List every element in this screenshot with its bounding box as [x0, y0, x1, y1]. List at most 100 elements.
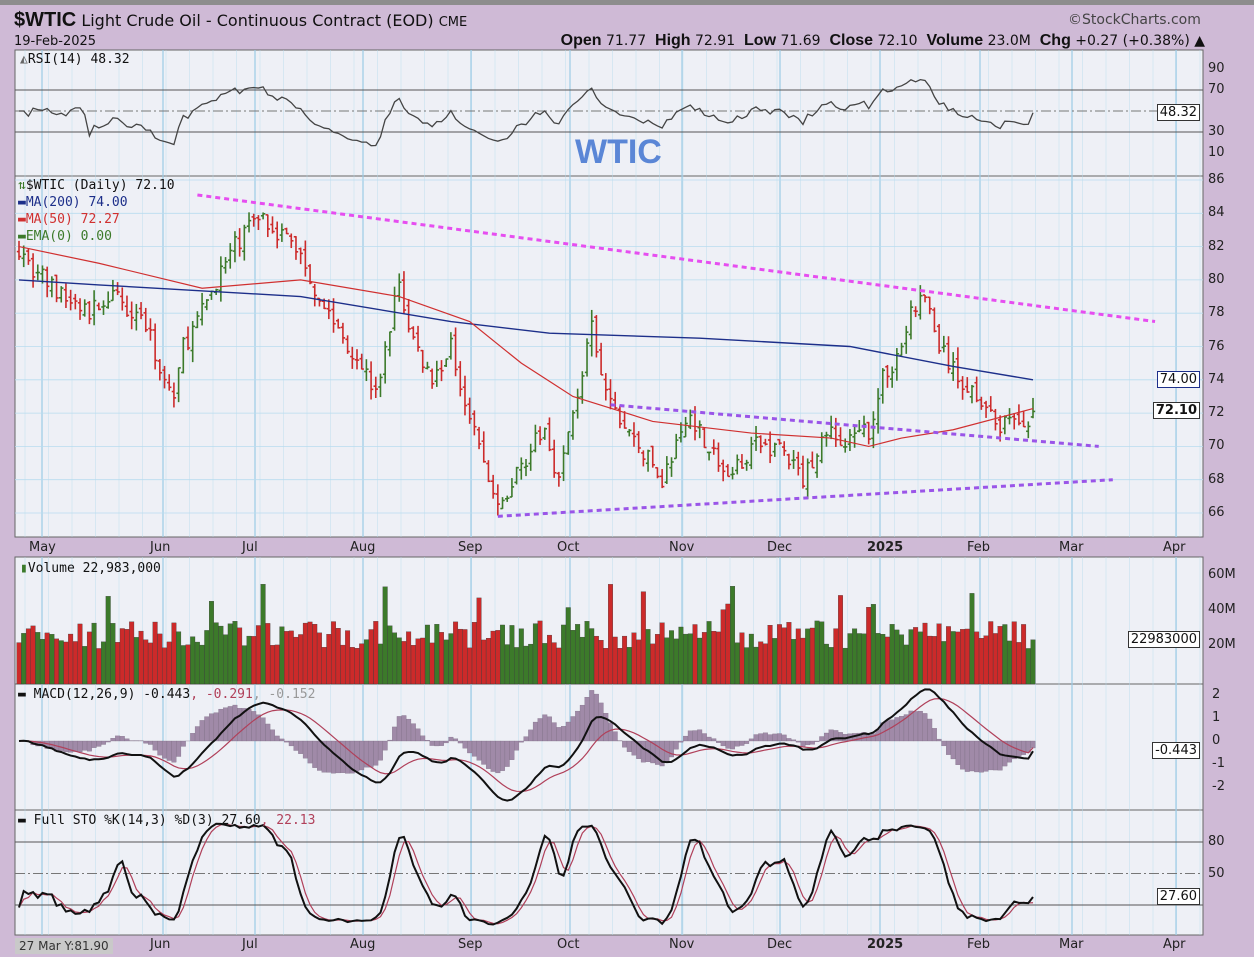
price-bar [152, 323, 158, 370]
macd-histogram-bar [734, 740, 740, 747]
price-bar [674, 433, 679, 460]
volume-bar [96, 648, 102, 685]
volume-bar [880, 634, 886, 685]
price-bar [786, 453, 792, 470]
instrument-name: Light Crude Oil - Continuous Contract (E… [81, 11, 434, 30]
volume-bar [612, 636, 618, 685]
macd-histogram-bar [532, 721, 538, 742]
volume-bar [481, 639, 487, 685]
price-bar [96, 302, 102, 311]
volume-bar [819, 621, 825, 685]
volume-bar [856, 633, 862, 685]
macd-histogram-bar [673, 740, 679, 750]
volume-bar [251, 636, 257, 685]
volume-bar [457, 628, 463, 685]
volume-bar [847, 633, 853, 685]
price-bar [885, 364, 890, 388]
volume-bar [664, 637, 670, 685]
volume-bar [223, 634, 229, 685]
price-bar [490, 474, 496, 499]
volume-bar [997, 626, 1003, 685]
volume-bar [786, 622, 792, 685]
volume-bar [453, 621, 459, 685]
volume-bar [439, 632, 444, 685]
price-bar [669, 457, 674, 477]
rsi-value-tag: 48.32 [1156, 103, 1200, 121]
price-bar [134, 303, 139, 331]
volume-bar [237, 627, 243, 685]
macd-histogram-bar [992, 740, 998, 771]
price-bar [622, 411, 627, 429]
price-bar [26, 248, 31, 265]
macd-histogram-bar [547, 716, 552, 742]
chart-title: $WTIC Light Crude Oil - Continuous Contr… [14, 9, 467, 32]
price-bar [110, 279, 116, 302]
volume-bar [936, 623, 942, 685]
price-bar [537, 426, 543, 445]
macd-histogram-bar [626, 740, 632, 752]
macd-histogram-bar [500, 740, 505, 771]
price-bar [73, 293, 78, 310]
macd-histogram-bar [931, 728, 937, 742]
volume-bar [992, 633, 998, 685]
volume-axis-tick: 20M [1208, 637, 1236, 652]
macd-histogram-bar [157, 740, 163, 756]
trendline-channel-lower [497, 478, 1113, 518]
volume-bar [307, 621, 313, 685]
volume-bar [870, 604, 876, 685]
macd-histogram-bar [119, 736, 125, 742]
macd-histogram-bar [457, 740, 463, 744]
volume-bar [180, 645, 186, 685]
price-bar [960, 376, 965, 400]
price-bar [105, 291, 111, 309]
price-bar [720, 459, 726, 482]
macd-histogram-bar [293, 740, 299, 751]
brand-logo: ©StockCharts.com [1068, 12, 1201, 28]
macd-histogram-bar [171, 740, 177, 763]
macd-histogram-bar [589, 690, 595, 742]
macd-histogram-bar [753, 734, 759, 742]
price-bar [115, 282, 120, 296]
month-label-top: Nov [669, 540, 695, 555]
price-bar [35, 264, 40, 281]
price-bar [871, 411, 876, 449]
macd-histogram-bar [368, 740, 374, 768]
close-value-tag: 72.10 [1152, 402, 1200, 420]
volume-bar [429, 642, 435, 685]
price-bar [904, 325, 909, 354]
price-axis-tick: 86 [1208, 172, 1225, 187]
macd-histogram-bar [960, 740, 966, 770]
price-bar [551, 439, 557, 478]
price-bar [533, 424, 538, 453]
symbol: $WTIC [14, 9, 77, 31]
price-bar [824, 431, 829, 447]
price-bar [54, 274, 59, 303]
month-label-top: Jun [150, 540, 171, 555]
volume-bar [598, 640, 604, 685]
price-bar [857, 419, 862, 433]
price-bar [270, 216, 275, 234]
rsi-axis-tick: 70 [1208, 82, 1225, 97]
volume-bar [894, 629, 900, 685]
volume-bar [1007, 640, 1012, 685]
macd-histogram-bar [767, 734, 773, 742]
price-bar [781, 441, 787, 456]
volume-bar [424, 624, 430, 685]
rsi-label: ◭RSI(14) 48.32 [20, 52, 130, 67]
price-bar [791, 450, 796, 469]
macd-histogram-bar [147, 740, 153, 745]
close-value: 72.10 [877, 33, 918, 49]
volume-bar [495, 630, 501, 685]
price-bar [796, 451, 801, 476]
volume-bar [359, 643, 365, 685]
volume-bar [758, 641, 764, 685]
volume-bar [908, 629, 914, 685]
macd-histogram-bar [270, 729, 275, 742]
price-bar [251, 213, 256, 227]
volume-bar [974, 631, 980, 685]
macd-histogram-bar [823, 732, 829, 742]
volume-bar [44, 632, 50, 685]
macd-histogram-bar [913, 711, 919, 742]
price-bar [228, 243, 233, 269]
